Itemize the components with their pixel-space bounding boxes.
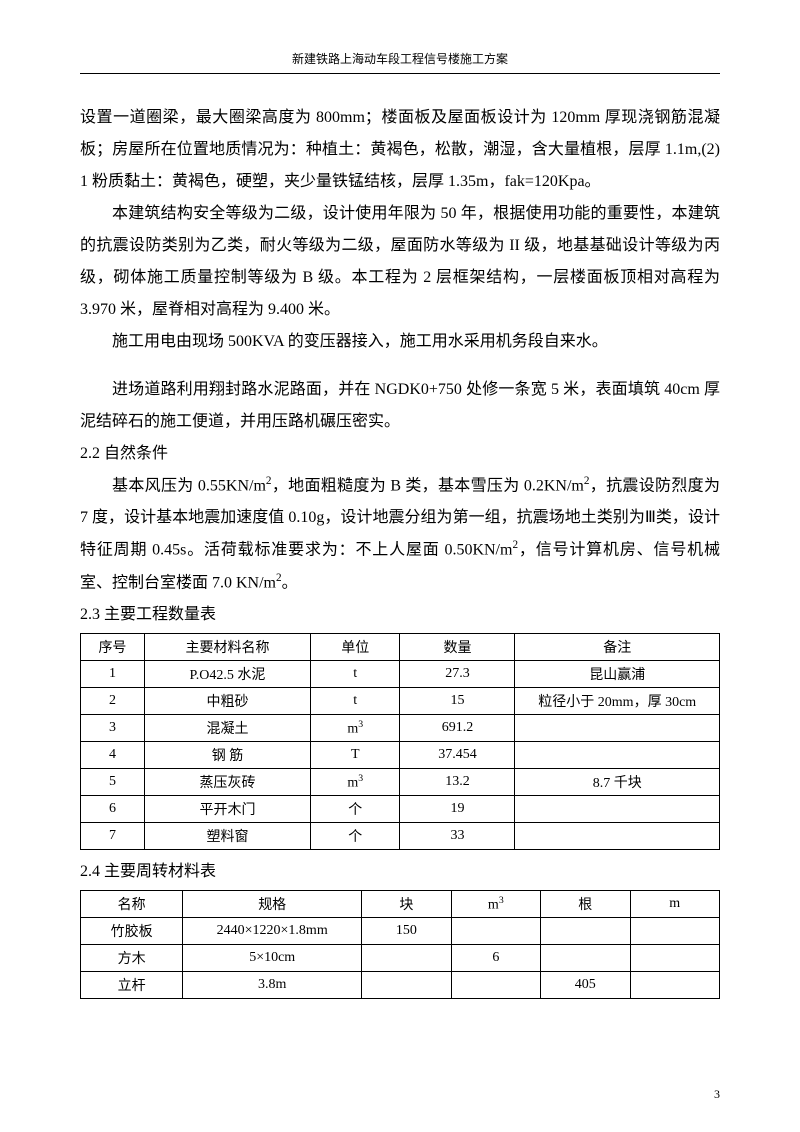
th-root: 根 [541,890,630,917]
blank-line [80,358,720,374]
cell-name: 竹胶板 [81,917,183,944]
table-row: 竹胶板2440×1220×1.8mm150 [81,917,720,944]
cell-qty: 19 [400,795,515,822]
cell-note [515,822,720,849]
section-2-4-heading: 2.4 主要周转材料表 [80,856,720,888]
cell-idx: 5 [81,768,145,795]
th-m3: m3 [451,890,540,917]
cell-note [515,795,720,822]
cell-qty: 27.3 [400,660,515,687]
cell-name: 塑料窗 [144,822,310,849]
cell-unit: t [311,660,400,687]
cell-name: P.O42.5 水泥 [144,660,310,687]
cell-idx: 7 [81,822,145,849]
section-2-2-heading: 2.2 自然条件 [80,438,720,470]
cell-c3 [541,917,630,944]
paragraph-2: 本建筑结构安全等级为二级，设计使用年限为 50 年，根据使用功能的重要性，本建筑… [80,198,720,326]
table-header-row: 名称 规格 块 m3 根 m [81,890,720,917]
th-block: 块 [362,890,451,917]
table-row: 方木5×10cm 6 [81,944,720,971]
cell-name: 立杆 [81,971,183,998]
cell-qty: 15 [400,687,515,714]
cell-c3 [541,944,630,971]
cell-idx: 3 [81,714,145,741]
cell-name: 中粗砂 [144,687,310,714]
cell-qty: 33 [400,822,515,849]
table-row: 5蒸压灰砖m313.28.7 千块 [81,768,720,795]
cell-qty: 37.454 [400,741,515,768]
cell-note: 8.7 千块 [515,768,720,795]
section-2-3-heading: 2.3 主要工程数量表 [80,599,720,631]
cell-name: 蒸压灰砖 [144,768,310,795]
cell-c1 [362,944,451,971]
paragraph-3: 施工用电由现场 500KVA 的变压器接入，施工用水采用机务段自来水。 [80,326,720,358]
cell-c3: 405 [541,971,630,998]
table-row: 6平开木门个19 [81,795,720,822]
th-name: 名称 [81,890,183,917]
p5-part-b: ，地面粗糙度为 B 类，基本雪压为 0.2KN/m [272,477,584,494]
th-m: m [630,890,720,917]
paragraph-4: 进场道路利用翔封路水泥路面，并在 NGDK0+750 处修一条宽 5 米，表面填… [80,374,720,438]
table-row: 4钢 筋T37.454 [81,741,720,768]
cell-name: 平开木门 [144,795,310,822]
turnover-materials-table: 名称 规格 块 m3 根 m 竹胶板2440×1220×1.8mm150方木5×… [80,890,720,999]
p5-part-e: 。 [282,574,298,591]
cell-qty: 691.2 [400,714,515,741]
paragraph-5: 基本风压为 0.55KN/m2，地面粗糙度为 B 类，基本雪压为 0.2KN/m… [80,470,720,599]
cell-name: 方木 [81,944,183,971]
body-text: 设置一道圈梁，最大圈梁高度为 800mm；楼面板及屋面板设计为 120mm 厚现… [80,102,720,631]
cell-idx: 4 [81,741,145,768]
cell-spec: 2440×1220×1.8mm [183,917,362,944]
cell-idx: 6 [81,795,145,822]
cell-name: 钢 筋 [144,741,310,768]
table-row: 7塑料窗个33 [81,822,720,849]
th-spec: 规格 [183,890,362,917]
cell-c1: 150 [362,917,451,944]
cell-c2 [451,917,540,944]
cell-note: 粒径小于 20mm，厚 30cm [515,687,720,714]
paragraph-1: 设置一道圈梁，最大圈梁高度为 800mm；楼面板及屋面板设计为 120mm 厚现… [80,102,720,198]
cell-qty: 13.2 [400,768,515,795]
cell-c2: 6 [451,944,540,971]
cell-spec: 3.8m [183,971,362,998]
cell-c4 [630,944,720,971]
cell-unit: t [311,687,400,714]
cell-c4 [630,971,720,998]
cell-c2 [451,971,540,998]
page-number: 3 [714,1087,720,1102]
cell-unit: T [311,741,400,768]
cell-idx: 2 [81,687,145,714]
cell-spec: 5×10cm [183,944,362,971]
table-row: 1P.O42.5 水泥t27.3昆山赢浦 [81,660,720,687]
page-header-title: 新建铁路上海动车段工程信号楼施工方案 [80,50,720,67]
header-underline [80,73,720,74]
th-note: 备注 [515,633,720,660]
cell-c4 [630,917,720,944]
cell-note [515,714,720,741]
th-unit: 单位 [311,633,400,660]
cell-idx: 1 [81,660,145,687]
table-row: 立杆3.8m 405 [81,971,720,998]
table-header-row: 序号 主要材料名称 单位 数量 备注 [81,633,720,660]
th-name: 主要材料名称 [144,633,310,660]
cell-unit: m3 [311,768,400,795]
table-row: 3混凝土m3691.2 [81,714,720,741]
cell-name: 混凝土 [144,714,310,741]
cell-unit: 个 [311,795,400,822]
cell-unit: 个 [311,822,400,849]
cell-unit: m3 [311,714,400,741]
document-page: 新建铁路上海动车段工程信号楼施工方案 设置一道圈梁，最大圈梁高度为 800mm；… [0,0,800,1132]
cell-c1 [362,971,451,998]
cell-note: 昆山赢浦 [515,660,720,687]
p5-part-a: 基本风压为 0.55KN/m [112,477,266,494]
cell-note [515,741,720,768]
th-qty: 数量 [400,633,515,660]
th-idx: 序号 [81,633,145,660]
materials-table: 序号 主要材料名称 单位 数量 备注 1P.O42.5 水泥t27.3昆山赢浦2… [80,633,720,850]
table-row: 2中粗砂t15粒径小于 20mm，厚 30cm [81,687,720,714]
